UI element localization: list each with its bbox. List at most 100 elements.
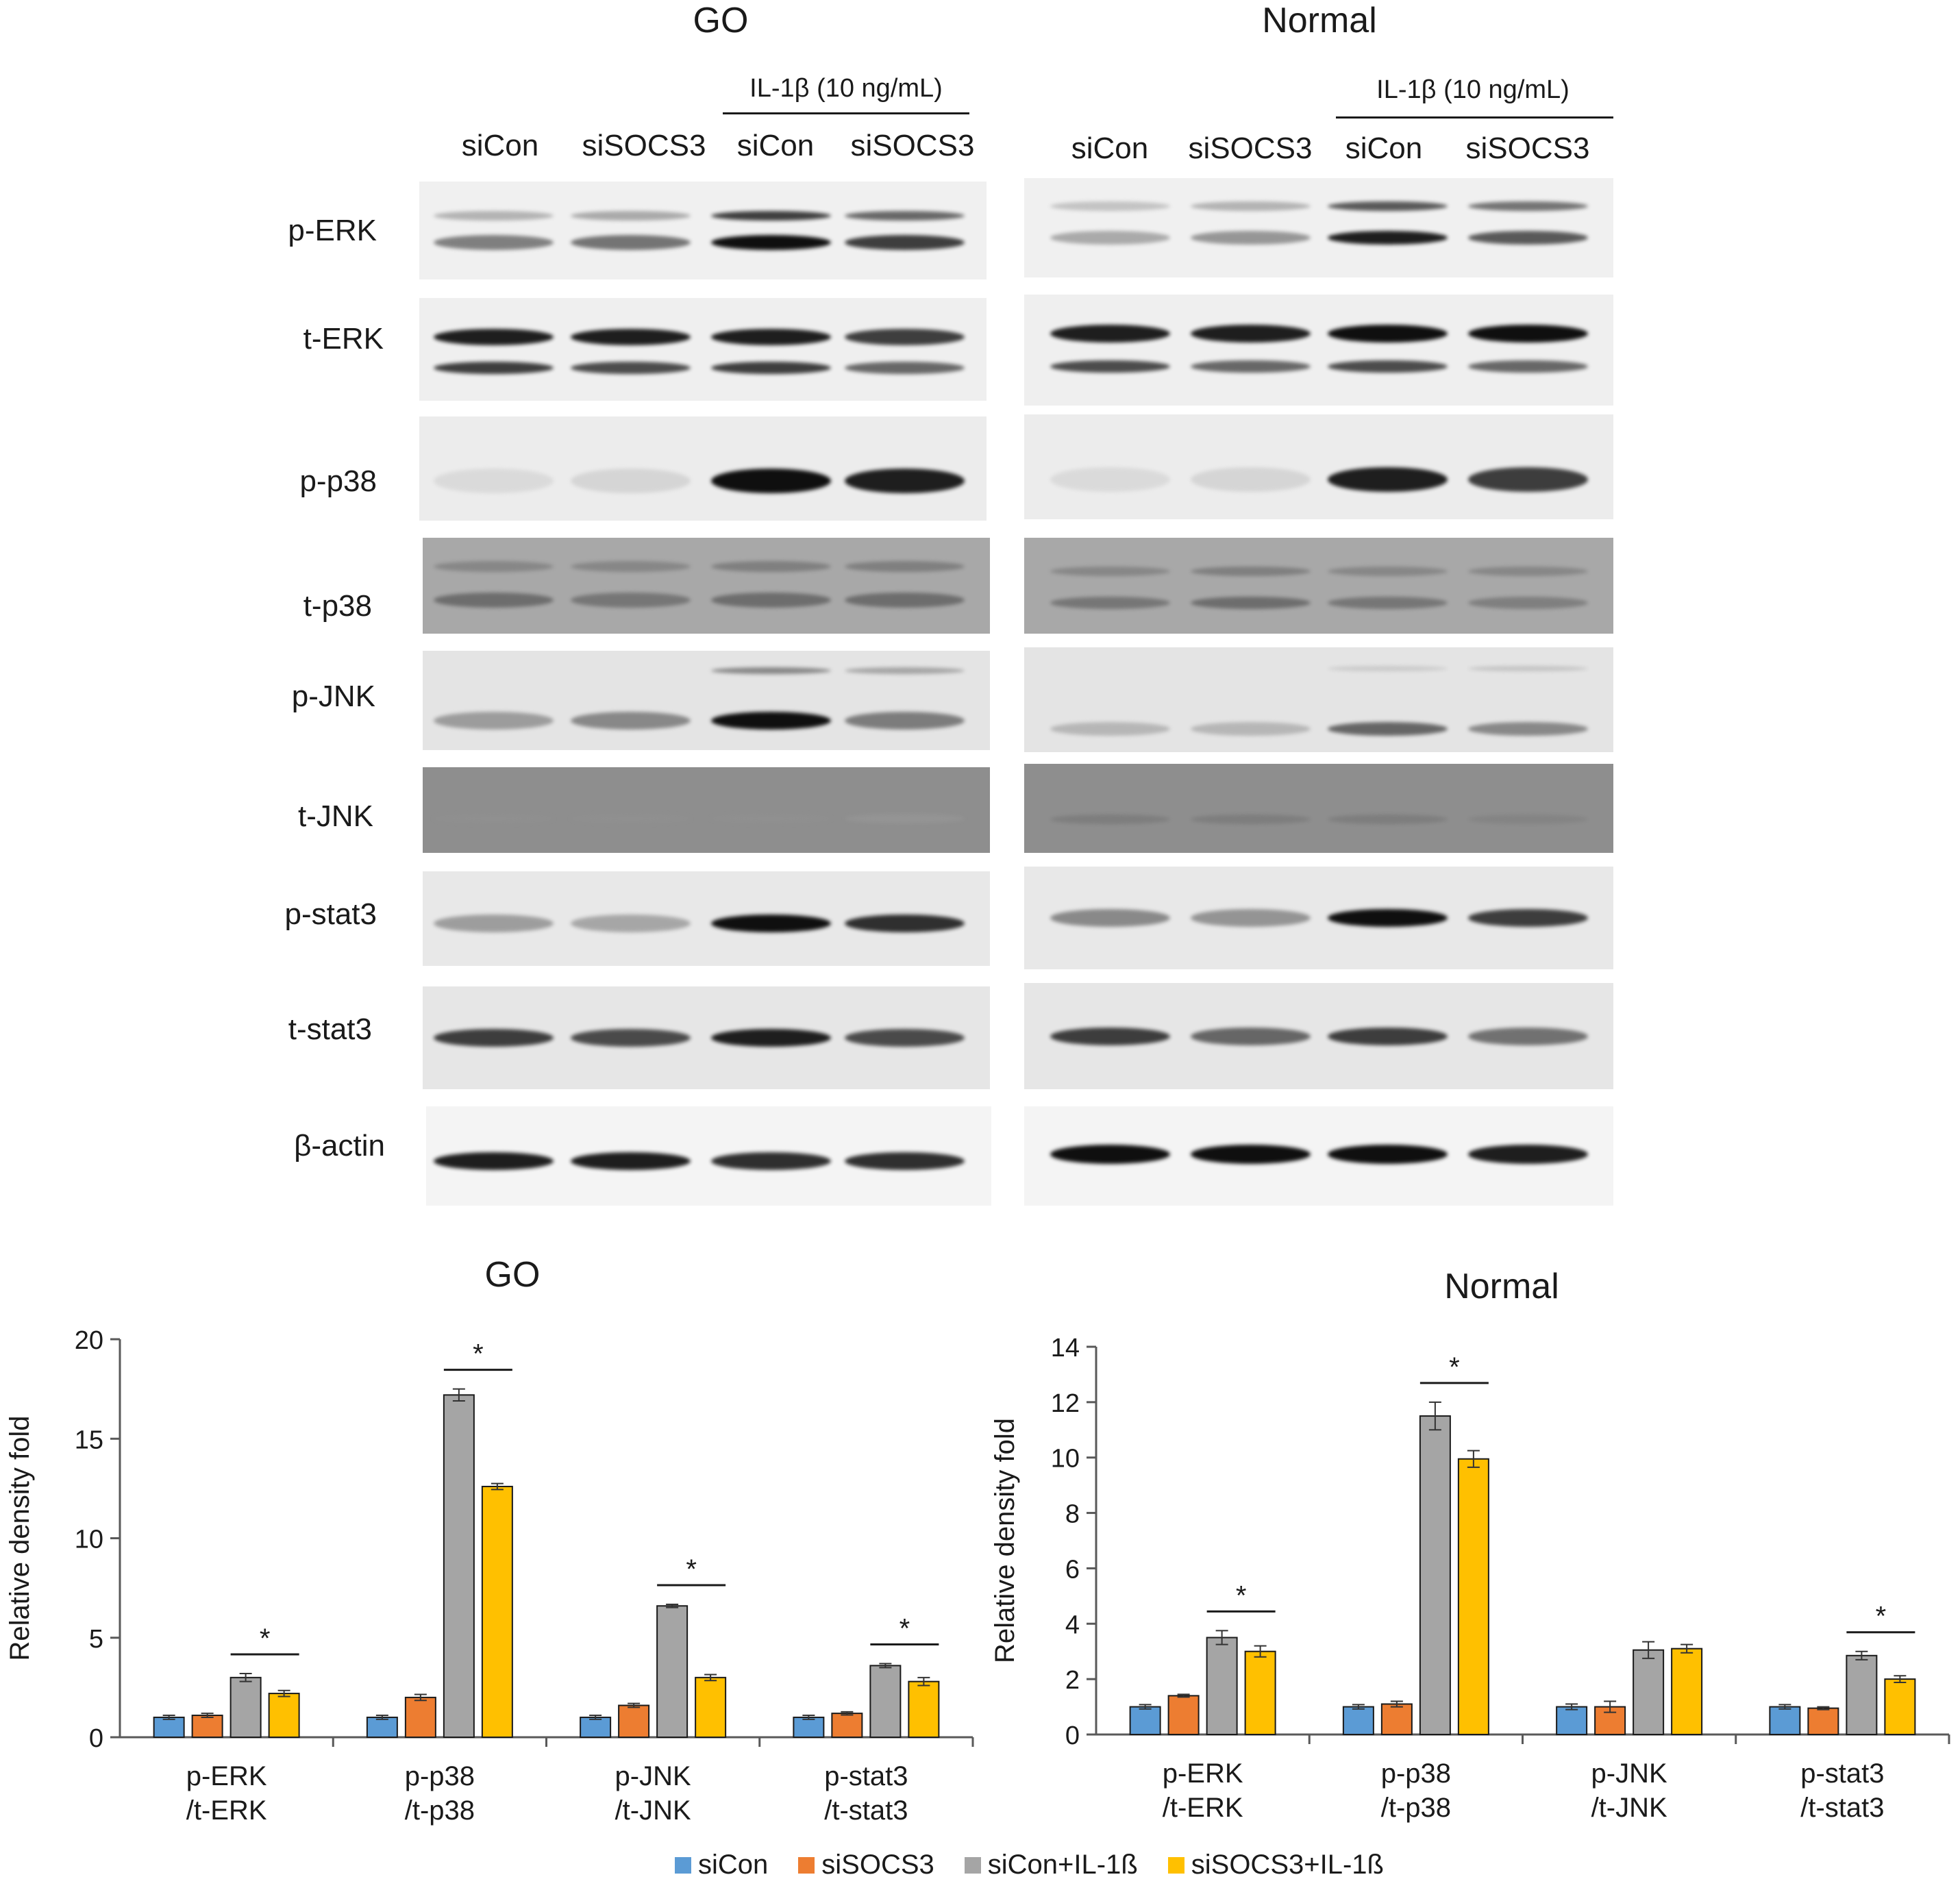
lane-label: siCon [461, 129, 539, 162]
treatment-bracket-go [723, 112, 969, 114]
bar-sisocs3-il-1- [1244, 1650, 1276, 1736]
legend-item: siSOCS3 [798, 1850, 934, 1880]
blot-band [1467, 665, 1588, 671]
blot-band [1327, 597, 1448, 610]
blot-band [570, 211, 691, 221]
lane-label: siCon [1345, 132, 1423, 165]
blot-strip-go-p-erk [419, 182, 987, 279]
blot-row-label: β-actin [294, 1129, 385, 1162]
blot-band [1467, 814, 1588, 824]
blot-band [710, 362, 831, 374]
blot-strip-go-t-stat3 [423, 986, 990, 1089]
blot-band [1190, 567, 1311, 576]
blot-band [1050, 231, 1170, 245]
blot-strip-normal-t-stat3 [1024, 983, 1613, 1089]
blot-band [710, 1029, 831, 1047]
chart-title: Normal [1444, 1267, 1559, 1306]
blot-strip-normal--actin [1024, 1106, 1613, 1206]
blot-band [1467, 201, 1588, 211]
blot-band [1050, 1144, 1170, 1164]
y-axis-label: Relative density fold [990, 1418, 1020, 1663]
blot-band [1190, 201, 1311, 211]
x-category-label: p-ERK [186, 1761, 267, 1791]
bar-sisocs3-il-1- [695, 1676, 727, 1738]
blot-band [433, 561, 554, 572]
blot-band [844, 561, 965, 572]
blot-row-label: p-stat3 [284, 897, 377, 931]
blot-band [433, 329, 554, 345]
blot-band [710, 234, 831, 250]
blot-band [1327, 201, 1448, 211]
bar-sicon [1129, 1706, 1161, 1735]
blot-band [1190, 597, 1311, 610]
y-tick-label: 14 [1051, 1334, 1080, 1363]
bar-sicon-il-1- [656, 1605, 689, 1739]
blot-band [710, 711, 831, 730]
blot-band [570, 1029, 691, 1047]
blot-band [844, 362, 965, 374]
blot-band [844, 814, 965, 823]
legend-item: siSOCS3+IL-1ß [1167, 1850, 1384, 1880]
significance-marker: * [260, 1624, 271, 1654]
lane-label: siSOCS3 [1188, 132, 1313, 165]
blot-band [570, 329, 691, 345]
blot-band [1467, 1027, 1588, 1045]
blot-band [433, 211, 554, 221]
blot-band [1190, 360, 1311, 373]
legend-swatch [675, 1856, 691, 1874]
blot-band [1327, 324, 1448, 343]
y-tick-label: 20 [75, 1326, 103, 1355]
bar-sisocs3-il-1- [1671, 1647, 1703, 1736]
bar-sicon [793, 1716, 825, 1739]
blot-band [1050, 909, 1170, 927]
bar-sisocs3 [1807, 1707, 1839, 1735]
blot-band [433, 234, 554, 250]
blot-strip-normal-p-jnk [1024, 647, 1613, 752]
blot-band [570, 914, 691, 932]
bar-sicon [1556, 1706, 1588, 1735]
blot-band [1467, 567, 1588, 576]
blot-band [1190, 231, 1311, 245]
blot-band [433, 814, 554, 823]
y-tick-label: 12 [1051, 1389, 1080, 1418]
blot-strip-go-t-jnk [423, 767, 990, 853]
blot-band [844, 1152, 965, 1170]
blot-strip-normal-t-jnk [1024, 764, 1613, 853]
significance-marker: * [473, 1339, 484, 1369]
blot-band [1467, 909, 1588, 927]
bar-sicon-il-1- [1419, 1415, 1451, 1735]
blot-band [1467, 467, 1588, 492]
blot-band [844, 593, 965, 608]
blot-band [1467, 597, 1588, 610]
bar-sicon [153, 1716, 185, 1739]
blot-band [710, 561, 831, 572]
blot-strip-normal-p-erk [1024, 178, 1613, 277]
bar-sisocs3 [1380, 1703, 1413, 1735]
y-tick-label: 6 [1065, 1555, 1080, 1584]
x-category-label: /t-p38 [1381, 1793, 1451, 1823]
bar-sicon [1769, 1706, 1801, 1735]
blot-band [433, 914, 554, 932]
blot-band [1327, 467, 1448, 492]
y-tick-label: 10 [75, 1526, 103, 1554]
x-category-label: /t-ERK [186, 1795, 267, 1826]
blot-strip-go-p-p38 [419, 416, 987, 521]
y-axis-label: Relative density fold [5, 1416, 35, 1661]
x-category-label: p-p38 [405, 1761, 475, 1791]
bar-sisocs3-il-1- [268, 1693, 300, 1739]
blot-band [433, 362, 554, 374]
treatment-bracket-normal [1336, 116, 1613, 119]
bar-sisocs3-il-1- [1884, 1678, 1916, 1736]
significance-marker: * [1876, 1602, 1887, 1632]
chart-title: GO [485, 1255, 541, 1295]
blot-band [570, 362, 691, 374]
blot-row-label: p-p38 [299, 464, 377, 498]
x-category-label: p-ERK [1163, 1758, 1243, 1789]
blot-band [1050, 324, 1170, 343]
blot-band [1467, 360, 1588, 373]
legend-swatch [964, 1856, 981, 1874]
blot-band [844, 667, 965, 674]
blot-strip-go-t-erk [419, 298, 987, 401]
bar-sicon-il-1- [443, 1394, 475, 1738]
y-tick-label: 8 [1065, 1500, 1080, 1529]
